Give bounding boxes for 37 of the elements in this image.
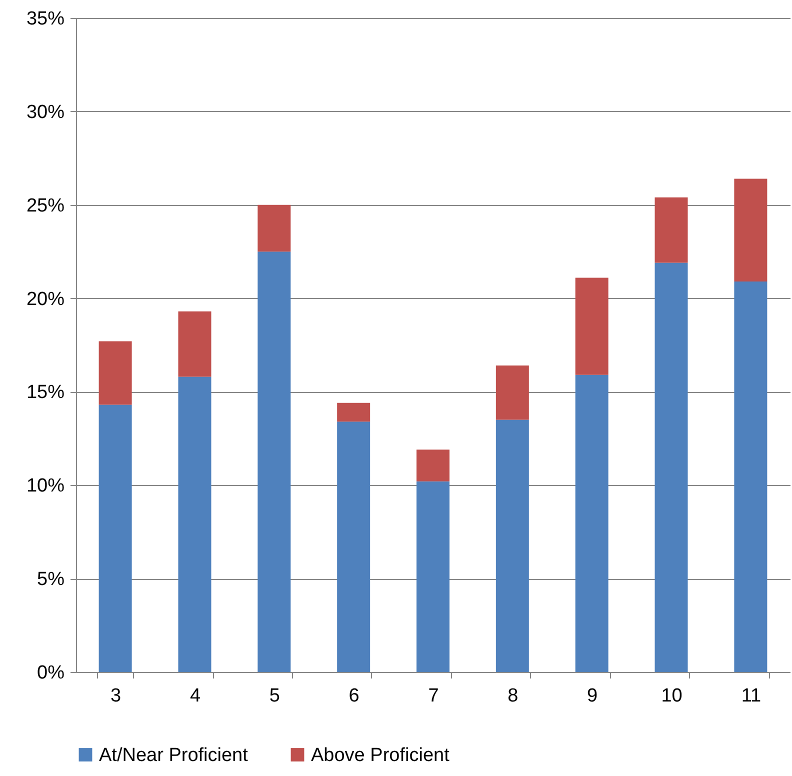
bar xyxy=(575,374,608,672)
bar xyxy=(178,376,212,672)
bar xyxy=(496,366,529,420)
y-tick-label: 0% xyxy=(37,662,65,684)
x-tick-label: 4 xyxy=(190,686,201,706)
x-tick-label: 6 xyxy=(348,686,360,706)
x-tick-label: 7 xyxy=(428,686,439,706)
x-tick-label: 5 xyxy=(269,686,280,706)
bar xyxy=(734,178,768,282)
bar xyxy=(496,420,529,672)
x-tick-label: 3 xyxy=(110,686,122,706)
bar xyxy=(654,197,688,263)
bar xyxy=(98,404,132,672)
bar xyxy=(734,281,768,672)
y-tick-label: 10% xyxy=(26,476,65,497)
y-tick-label: 35% xyxy=(26,8,65,30)
bar xyxy=(337,422,370,672)
bar xyxy=(416,481,450,672)
y-tick-label: 30% xyxy=(26,102,65,123)
bar xyxy=(98,341,132,405)
legend-label: Above Proficient xyxy=(311,744,450,766)
legend-label: At/Near Proficient xyxy=(99,744,249,766)
x-tick-label: 11 xyxy=(741,686,762,706)
bar xyxy=(416,450,450,482)
y-tick-label: 5% xyxy=(37,569,65,590)
bar xyxy=(178,311,212,377)
y-tick-label: 20% xyxy=(26,288,65,310)
bar xyxy=(258,252,291,672)
bar xyxy=(654,262,688,672)
y-tick-label: 25% xyxy=(26,195,65,216)
x-tick-label: 10 xyxy=(661,686,682,706)
y-tick-label: 15% xyxy=(26,382,65,404)
x-tick-label: 9 xyxy=(587,686,598,706)
bar xyxy=(337,402,370,422)
bar xyxy=(575,278,608,375)
x-tick-label: 8 xyxy=(508,686,518,706)
bar xyxy=(258,204,291,252)
